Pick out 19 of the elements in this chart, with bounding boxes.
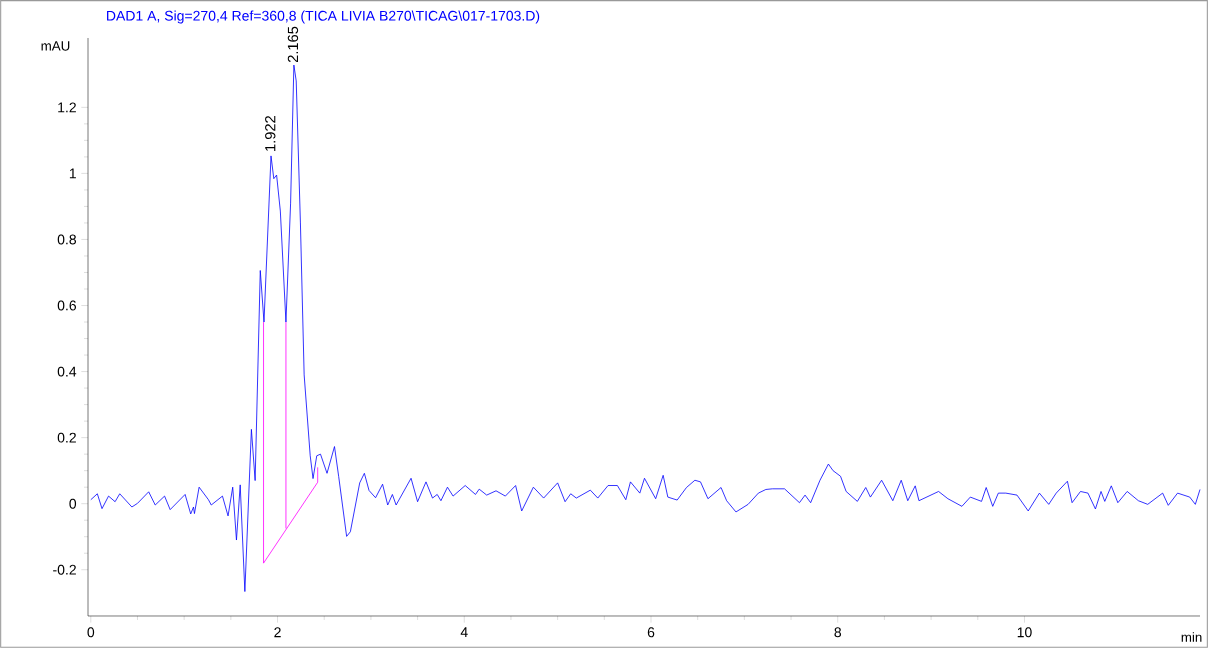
y-tick-label: 0.2 <box>57 432 76 443</box>
x-tick-label: 8 <box>834 627 842 638</box>
y-tick-label: 0.6 <box>57 300 77 311</box>
y-tick-label: -0.2 <box>53 564 76 575</box>
x-tick-label: 2 <box>274 627 281 638</box>
y-tick-label: 0.4 <box>57 366 77 377</box>
annotation: 2.165 <box>287 26 299 63</box>
x-tick-label: 6 <box>647 627 655 638</box>
y-tick-label: 1.2 <box>58 102 76 113</box>
x-tick-label: 10 <box>1017 627 1032 638</box>
y-tick-label: 0 <box>69 498 77 509</box>
x-tick-label: 0 <box>87 627 95 638</box>
x-axis-title: min <box>1181 632 1202 642</box>
chart-title: DAD1 A, Sig=270,4 Ref=360,8 (TICA LIVIA B270\TICAG\017-1703.D) <box>107 10 540 24</box>
annotation: 1.922 <box>265 116 276 151</box>
y-axis-title: mAU <box>41 41 70 51</box>
y-tick-label: 1 <box>69 168 76 179</box>
y-tick-label: 0.8 <box>57 234 77 245</box>
x-tick-label: 4 <box>460 627 468 637</box>
